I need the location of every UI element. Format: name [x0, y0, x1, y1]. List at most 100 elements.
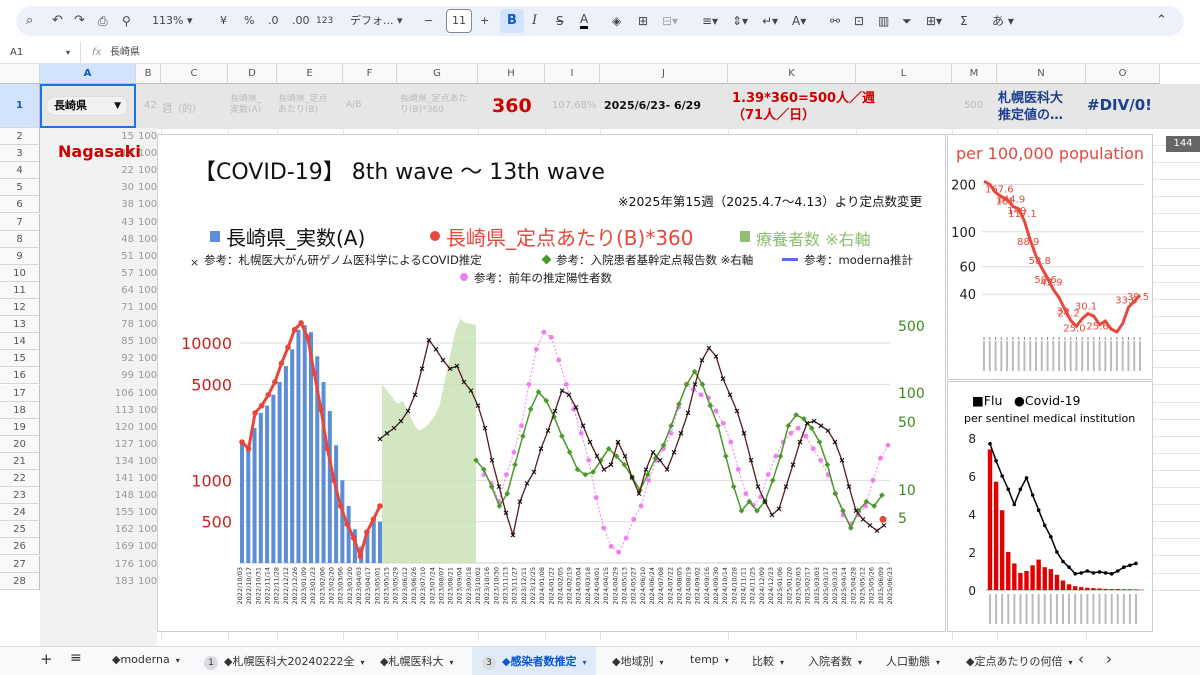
- column-header-A[interactable]: A: [40, 64, 136, 84]
- cell-c-value[interactable]: 100: [138, 319, 157, 331]
- column-header-H[interactable]: H: [478, 64, 545, 84]
- filter-views-icon[interactable]: ⊞▾: [926, 14, 943, 28]
- row-header-2[interactable]: 2: [0, 128, 40, 145]
- search-icon[interactable]: ⌕: [26, 13, 34, 28]
- tab-menu-icon[interactable]: ▾: [858, 658, 863, 667]
- column-header-L[interactable]: L: [856, 64, 952, 84]
- tab-menu-icon[interactable]: ▾: [659, 658, 664, 667]
- row-header-14[interactable]: 14: [0, 333, 40, 351]
- tab-menu-icon[interactable]: ▾: [1068, 658, 1073, 667]
- column-header-B[interactable]: B: [136, 64, 161, 84]
- row-header-6[interactable]: 6: [0, 196, 40, 214]
- cell-b-value[interactable]: 51: [121, 250, 134, 262]
- more-formats-button[interactable]: 123: [316, 16, 334, 26]
- bold-button[interactable]: B: [500, 9, 524, 33]
- cell-b-value[interactable]: 134: [114, 455, 134, 467]
- cell-c-value[interactable]: 100: [138, 455, 157, 467]
- tab-menu-icon[interactable]: ▾: [724, 656, 729, 665]
- row-header-25[interactable]: 25: [0, 521, 40, 539]
- cell-c-value[interactable]: 100: [138, 421, 157, 433]
- sheet-tab-6[interactable]: temp ▾: [690, 653, 729, 666]
- row-header-19[interactable]: 19: [0, 418, 40, 436]
- cell-m1[interactable]: 500: [964, 100, 984, 111]
- cell-c-value[interactable]: 100: [138, 336, 157, 348]
- selected-cell-a1[interactable]: [40, 84, 136, 128]
- column-header-F[interactable]: F: [343, 64, 397, 84]
- row-header-20[interactable]: 20: [0, 435, 40, 453]
- row-header-27[interactable]: 27: [0, 555, 40, 573]
- font-select[interactable]: デフォ... ▾: [350, 14, 403, 27]
- decrease-decimal-button[interactable]: .0: [268, 14, 279, 27]
- tab-menu-icon[interactable]: ▾: [175, 656, 180, 665]
- column-header-O[interactable]: O: [1086, 64, 1160, 84]
- filter-icon[interactable]: ⏷: [902, 14, 912, 28]
- cell-c-value[interactable]: 100: [138, 250, 157, 262]
- cell-b-value[interactable]: 64: [121, 284, 134, 296]
- cell-c-value[interactable]: 100: [138, 524, 157, 536]
- row-header-12[interactable]: 12: [0, 299, 40, 316]
- cell-c-value[interactable]: 100: [138, 165, 157, 177]
- font-size-plus-button[interactable]: +: [480, 14, 490, 27]
- cell-o1[interactable]: #DIV/0!: [1087, 96, 1152, 114]
- row-header-5[interactable]: 5: [0, 179, 40, 197]
- text-color-button[interactable]: A: [580, 13, 589, 29]
- insert-comment-icon[interactable]: ⊡: [854, 14, 865, 28]
- row-header-24[interactable]: 24: [0, 504, 40, 522]
- cell-c-value[interactable]: 100: [138, 284, 157, 296]
- cell-a2[interactable]: Nagasaki: [58, 142, 141, 161]
- cell-c-value[interactable]: 100: [138, 541, 157, 553]
- cell-c-value[interactable]: 100: [138, 131, 157, 142]
- cell-b-value[interactable]: 183: [114, 575, 134, 587]
- row-header-8[interactable]: 8: [0, 230, 40, 248]
- all-sheets-button[interactable]: ≡: [70, 650, 82, 666]
- cell-c-value[interactable]: 100: [138, 558, 157, 570]
- flu-covid-chart[interactable]: ■Flu ●Covid-19 per sentinel medical inst…: [947, 381, 1153, 632]
- cell-c-value[interactable]: 100: [138, 233, 157, 245]
- cell-c-value[interactable]: 100: [138, 490, 157, 502]
- tab-menu-icon[interactable]: ▾: [449, 658, 454, 667]
- tab-menu-icon[interactable]: ▾: [780, 658, 785, 667]
- cell-b-value[interactable]: 71: [121, 302, 134, 313]
- cell-k1[interactable]: 1.39*360=500人／週 （71人／日）: [732, 91, 876, 123]
- undo-icon[interactable]: ↶: [52, 13, 63, 28]
- insert-chart-icon[interactable]: ▥: [878, 14, 890, 28]
- cell-b-value[interactable]: 43: [121, 216, 134, 228]
- redo-icon[interactable]: ↷: [74, 13, 85, 28]
- cell-b-value[interactable]: 141: [114, 473, 134, 484]
- zoom-select[interactable]: 113% ▾: [152, 14, 193, 27]
- strikethrough-button[interactable]: S: [556, 14, 564, 28]
- cell-b-value[interactable]: 22: [121, 165, 134, 177]
- cell-b-value[interactable]: 19: [121, 148, 134, 160]
- functions-icon[interactable]: Σ: [960, 14, 968, 28]
- cell-c-value[interactable]: 100: [138, 267, 157, 279]
- cell-n1[interactable]: 札幌医科大 推定値の…: [998, 91, 1064, 123]
- row-header-17[interactable]: 17: [0, 384, 40, 402]
- tab-menu-icon[interactable]: ▾: [582, 658, 587, 667]
- add-sheet-button[interactable]: +: [40, 650, 53, 668]
- row-header-7[interactable]: 7: [0, 213, 40, 231]
- row-header-13[interactable]: 13: [0, 316, 40, 334]
- cell-f1[interactable]: A/B: [346, 100, 362, 110]
- column-header-M[interactable]: M: [952, 64, 997, 84]
- cell-h1[interactable]: 360: [492, 95, 532, 117]
- cell-b-value[interactable]: 169: [114, 541, 134, 553]
- column-header-N[interactable]: N: [997, 64, 1086, 84]
- sheet-tab-5[interactable]: ◆地域別 ▾: [612, 653, 663, 669]
- cell-j1[interactable]: 2025/6/23- 6/29: [604, 99, 701, 112]
- cell-c-value[interactable]: 100: [138, 199, 157, 211]
- fill-color-icon[interactable]: ◈: [612, 14, 622, 28]
- cell-e1[interactable]: 長崎県_定点 あたり(B): [278, 94, 328, 115]
- cell-c-value[interactable]: 100: [138, 182, 157, 194]
- merge-cells-icon[interactable]: ⊟▾: [662, 14, 679, 28]
- cell-c-value[interactable]: 100: [138, 507, 157, 519]
- row-header-18[interactable]: 18: [0, 401, 40, 419]
- sheet-tab-7[interactable]: 比較 ▾: [752, 653, 784, 669]
- cell-b-value[interactable]: 106: [114, 387, 134, 399]
- column-header-J[interactable]: J: [600, 64, 728, 84]
- cell-b-value[interactable]: 99: [121, 370, 134, 382]
- row-header-11[interactable]: 11: [0, 281, 40, 299]
- name-box[interactable]: A1: [10, 47, 24, 58]
- sheet-tab-4[interactable]: 3 ◆感染者数推定 ▾: [472, 647, 597, 675]
- cell-c-value[interactable]: 100: [138, 438, 157, 450]
- cell-b-value[interactable]: 30: [121, 182, 134, 194]
